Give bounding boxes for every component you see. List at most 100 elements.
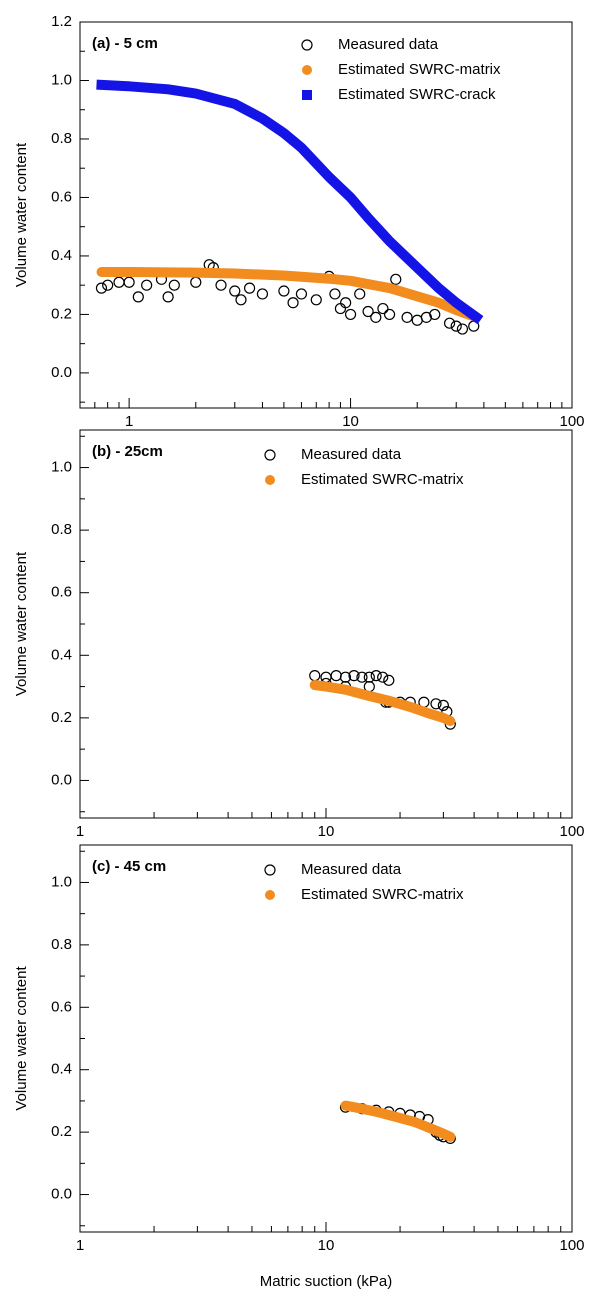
y-tick-label: 0.8	[51, 130, 72, 147]
y-axis-label: Volume water content	[13, 142, 30, 287]
data-point	[334, 302, 347, 315]
y-tick-label: 0.2	[51, 1123, 72, 1140]
data-point	[390, 273, 402, 285]
data-point	[235, 294, 247, 306]
x-tick-label: 1	[76, 1237, 84, 1254]
data-point	[377, 302, 389, 315]
data-point	[383, 308, 396, 321]
legend-label: Estimated SWRC-matrix	[338, 61, 501, 78]
legend-label: Estimated SWRC-matrix	[301, 886, 464, 903]
y-tick-label: 0.2	[51, 709, 72, 726]
panel-label: (b) - 25cm	[92, 443, 163, 460]
data-point	[430, 698, 442, 710]
legend-label: Estimated SWRC-crack	[338, 86, 496, 103]
data-point	[370, 670, 382, 682]
y-axis-label: Volume water content	[13, 551, 30, 696]
y-tick-label: 0.6	[51, 998, 72, 1015]
data-point	[309, 670, 321, 682]
data-point	[123, 276, 135, 288]
data-point	[113, 276, 125, 288]
panel-label: (a) - 5 cm	[92, 35, 158, 52]
plot-frame	[79, 844, 573, 1233]
data-point	[401, 311, 413, 323]
data-point	[383, 674, 395, 686]
data-point	[363, 671, 375, 683]
x-tick-label: 10	[318, 1237, 335, 1254]
fitted-curve	[96, 79, 484, 325]
data-point	[411, 314, 423, 326]
legend-marker	[302, 90, 312, 100]
legend-marker	[265, 890, 275, 900]
data-point	[102, 279, 114, 291]
fitted-curve	[309, 680, 456, 726]
x-tick-label: 100	[559, 823, 584, 840]
data-point	[141, 279, 153, 291]
data-point	[437, 699, 449, 711]
data-point	[377, 671, 389, 683]
x-tick-label: 1	[125, 413, 133, 430]
y-axis-label: Volume water content	[13, 966, 30, 1111]
y-tick-label: 1.0	[51, 71, 72, 88]
y-tick-label: 0.6	[51, 584, 72, 601]
legend-marker	[264, 864, 276, 876]
data-point	[370, 311, 382, 323]
data-point	[362, 305, 374, 318]
legend-marker	[265, 475, 275, 485]
data-point	[340, 297, 352, 309]
legend-marker	[264, 449, 276, 461]
data-point	[162, 291, 174, 303]
y-tick-label: 0.6	[51, 188, 72, 205]
y-tick-label: 0.2	[51, 305, 72, 322]
y-tick-label: 0.4	[51, 247, 72, 264]
data-point	[356, 671, 368, 683]
data-point	[295, 288, 308, 300]
x-axis-label: Matric suction (kPa)	[260, 1273, 393, 1290]
panel-label: (c) - 45 cm	[92, 858, 166, 875]
plot-frame	[79, 429, 573, 819]
legend-marker	[301, 39, 313, 51]
data-point	[450, 320, 462, 332]
data-point	[339, 671, 352, 683]
plot-frame	[79, 21, 573, 409]
y-tick-label: 0.0	[51, 364, 72, 381]
data-point	[344, 308, 357, 321]
data-point	[190, 276, 202, 288]
data-point	[229, 285, 241, 297]
data-point	[420, 311, 432, 323]
y-tick-label: 0.8	[51, 936, 72, 953]
y-tick-label: 0.0	[51, 1186, 72, 1203]
x-tick-label: 100	[559, 1237, 584, 1254]
data-point	[168, 279, 180, 291]
data-point	[329, 288, 341, 300]
data-point	[443, 317, 456, 329]
data-point	[354, 288, 366, 300]
data-point	[95, 282, 108, 294]
x-tick-label: 10	[342, 413, 359, 430]
data-point	[278, 285, 290, 297]
data-point	[256, 288, 269, 300]
legend-label: Estimated SWRC-matrix	[301, 471, 464, 488]
data-point	[330, 670, 342, 682]
x-tick-label: 100	[559, 413, 584, 430]
data-point	[310, 294, 322, 306]
fitted-curve	[96, 267, 482, 323]
fitted-curve	[340, 1100, 456, 1142]
x-tick-label: 1	[76, 823, 84, 840]
y-tick-label: 1.0	[51, 459, 72, 476]
y-tick-label: 0.8	[51, 521, 72, 538]
y-tick-label: 0.0	[51, 771, 72, 788]
y-tick-label: 0.4	[51, 646, 72, 663]
x-tick-label: 10	[318, 823, 335, 840]
y-tick-label: 1.2	[51, 13, 72, 30]
legend-label: Measured data	[338, 36, 439, 53]
legend-marker	[302, 65, 312, 75]
y-tick-label: 0.4	[51, 1061, 72, 1078]
data-point	[132, 291, 144, 303]
data-point	[287, 297, 299, 309]
data-point	[348, 670, 360, 682]
legend-label: Measured data	[301, 446, 402, 463]
data-point	[215, 279, 227, 291]
legend-label: Measured data	[301, 861, 402, 878]
data-point	[456, 323, 469, 335]
